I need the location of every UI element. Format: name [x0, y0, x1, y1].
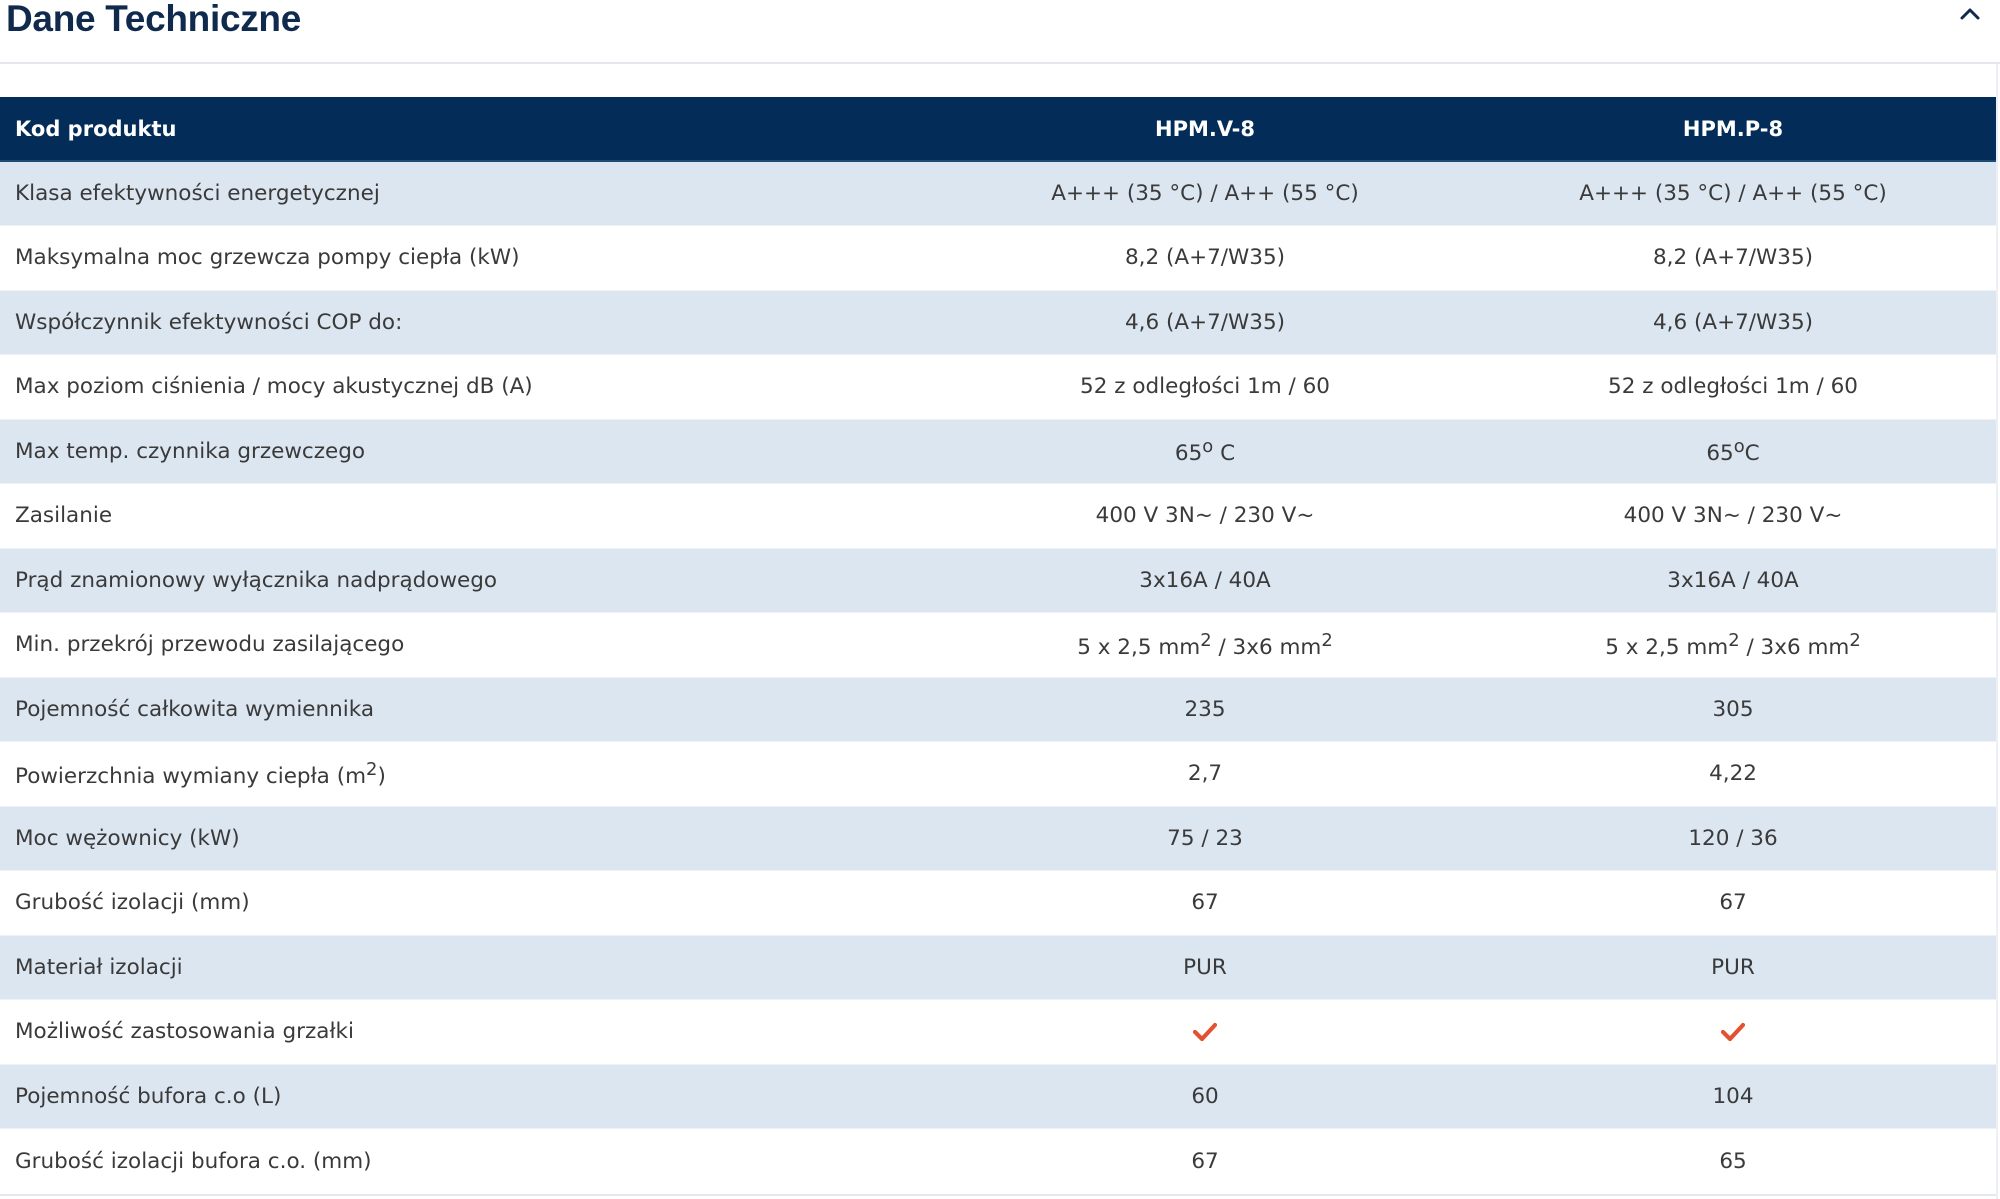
row-label: Zasilanie — [0, 483, 940, 548]
table-row: Pojemność całkowita wymiennika 235 305 — [0, 676, 1996, 742]
row-label: Współczynnik efektywności COP do: — [0, 289, 940, 355]
row-value-model-1: 5 x 2,5 mm2 / 3x6 mm2 — [940, 612, 1470, 677]
row-value-model-2: PUR — [1470, 934, 1996, 1000]
header-model-1: HPM.V-8 — [940, 97, 1470, 162]
table-row: Współczynnik efektywności COP do: 4,6 (A+… — [0, 289, 1996, 355]
row-value-model-2: 8,2 (A+7/W35) — [1470, 225, 1996, 290]
row-value-model-2: 5 x 2,5 mm2 / 3x6 mm2 — [1470, 612, 1996, 677]
row-value-model-2: 4,22 — [1470, 741, 1996, 806]
row-label: Pojemność całkowita wymiennika — [0, 676, 940, 742]
chevron-up-icon — [1960, 8, 1980, 20]
row-value-model-1: 2,7 — [940, 741, 1470, 806]
check-icon — [1720, 1023, 1746, 1042]
section-header: Dane Techniczne — [0, 0, 2000, 64]
row-value-model-2: 65 — [1470, 1128, 1996, 1193]
table-row: Materiał izolacji PUR PUR — [0, 934, 1996, 1000]
row-label: Max temp. czynnika grzewczego — [0, 418, 940, 484]
table-row: Grubość izolacji (mm) 67 67 — [0, 870, 1996, 935]
row-value-model-1: 4,6 (A+7/W35) — [940, 289, 1470, 355]
row-value-model-1: 235 — [940, 676, 1470, 742]
row-value-model-2: 65oC — [1470, 418, 1996, 484]
row-label: Prąd znamionowy wyłącznika nadprądowego — [0, 547, 940, 613]
table-row: Max temp. czynnika grzewczego 65o C 65oC — [0, 418, 1996, 484]
table-row: Min. przekrój przewodu zasilającego 5 x 2… — [0, 612, 1996, 677]
row-label: Klasa efektywności energetycznej — [0, 160, 940, 226]
table-row: Max poziom ciśnienia / mocy akustycznej … — [0, 354, 1996, 419]
technical-data-table: Kod produktu HPM.V-8 HPM.P-8 Klasa efekt… — [0, 97, 1996, 1193]
row-label: Powierzchnia wymiany ciepła (m2) — [0, 741, 940, 806]
table-header-row: Kod produktu HPM.V-8 HPM.P-8 — [0, 97, 1996, 162]
row-value-model-2: 400 V 3N~ / 230 V~ — [1470, 483, 1996, 548]
table-row: Maksymalna moc grzewcza pompy ciepła (kW… — [0, 225, 1996, 290]
row-value-model-1: 60 — [940, 1063, 1470, 1129]
row-label: Grubość izolacji bufora c.o. (mm) — [0, 1128, 940, 1193]
check-icon — [1192, 1023, 1218, 1042]
row-value-model-2: 67 — [1470, 870, 1996, 935]
header-model-2: HPM.P-8 — [1470, 97, 1996, 162]
row-value-model-1 — [940, 999, 1470, 1064]
row-label: Max poziom ciśnienia / mocy akustycznej … — [0, 354, 940, 419]
row-value-model-1: 67 — [940, 1128, 1470, 1193]
table-bottom-border — [0, 1194, 1996, 1196]
table-right-border — [1996, 64, 1998, 1199]
row-value-model-1: PUR — [940, 934, 1470, 1000]
row-value-model-2: 104 — [1470, 1063, 1996, 1129]
row-value-model-1: 75 / 23 — [940, 805, 1470, 871]
row-value-model-2: 52 z odległości 1m / 60 — [1470, 354, 1996, 419]
table-row: Pojemność bufora c.o (L) 60 104 — [0, 1063, 1996, 1129]
table-row: Możliwość zastosowania grzałki — [0, 999, 1996, 1064]
row-label: Możliwość zastosowania grzałki — [0, 999, 940, 1064]
header-product-code: Kod produktu — [0, 97, 940, 162]
row-value-model-1: 65o C — [940, 418, 1470, 484]
table-row: Powierzchnia wymiany ciepła (m2) 2,7 4,22 — [0, 741, 1996, 806]
row-value-model-1: A+++ (35 °C) / A++ (55 °C) — [940, 160, 1470, 226]
row-value-model-2: 120 / 36 — [1470, 805, 1996, 871]
row-value-model-2: 3x16A / 40A — [1470, 547, 1996, 613]
row-value-model-2: 4,6 (A+7/W35) — [1470, 289, 1996, 355]
row-value-model-2 — [1470, 999, 1996, 1064]
table-row: Klasa efektywności energetycznej A+++ (35… — [0, 160, 1996, 226]
row-label: Materiał izolacji — [0, 934, 940, 1000]
row-label: Grubość izolacji (mm) — [0, 870, 940, 935]
table-row: Zasilanie 400 V 3N~ / 230 V~ 400 V 3N~ / 2… — [0, 483, 1996, 548]
row-value-model-1: 52 z odległości 1m / 60 — [940, 354, 1470, 419]
collapse-toggle-button[interactable] — [1950, 0, 1990, 34]
row-value-model-1: 67 — [940, 870, 1470, 935]
row-value-model-1: 8,2 (A+7/W35) — [940, 225, 1470, 290]
table-row: Prąd znamionowy wyłącznika nadprądowego 3… — [0, 547, 1996, 613]
section-title: Dane Techniczne — [6, 0, 302, 39]
row-value-model-1: 3x16A / 40A — [940, 547, 1470, 613]
row-value-model-2: A+++ (35 °C) / A++ (55 °C) — [1470, 160, 1996, 226]
table-row: Grubość izolacji bufora c.o. (mm) 67 65 — [0, 1128, 1996, 1193]
row-label: Min. przekrój przewodu zasilającego — [0, 612, 940, 677]
table-body: Klasa efektywności energetycznej A+++ (35… — [0, 160, 1996, 1193]
table-row: Moc wężownicy (kW) 75 / 23 120 / 36 — [0, 805, 1996, 871]
row-value-model-2: 305 — [1470, 676, 1996, 742]
row-value-model-1: 400 V 3N~ / 230 V~ — [940, 483, 1470, 548]
row-label: Moc wężownicy (kW) — [0, 805, 940, 871]
row-label: Pojemność bufora c.o (L) — [0, 1063, 940, 1129]
row-label: Maksymalna moc grzewcza pompy ciepła (kW… — [0, 225, 940, 290]
